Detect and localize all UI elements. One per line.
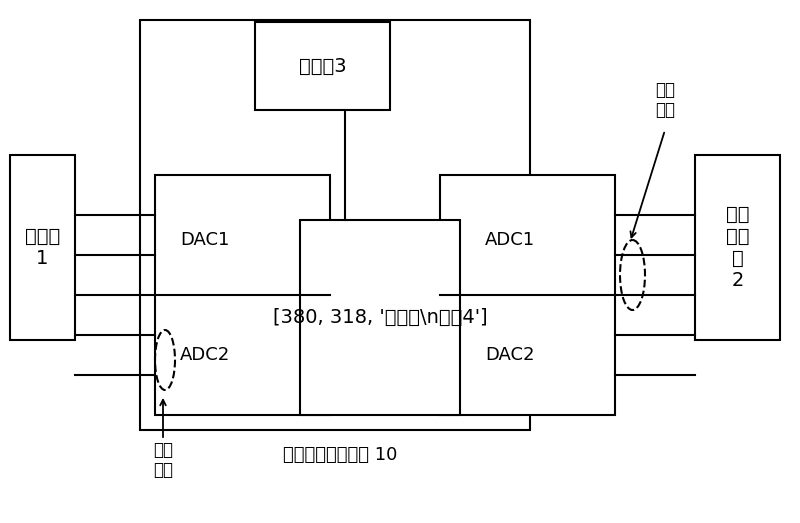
Bar bbox=[440, 175, 615, 415]
Bar bbox=[255, 22, 390, 110]
Text: [380, 318, '实时处\n理器4']: [380, 318, '实时处\n理器4'] bbox=[273, 308, 487, 327]
Bar bbox=[695, 155, 780, 340]
Bar bbox=[155, 175, 330, 415]
Text: DAC2: DAC2 bbox=[486, 346, 534, 364]
Text: ADC1: ADC1 bbox=[485, 231, 535, 249]
Text: 上位机3: 上位机3 bbox=[298, 56, 346, 75]
Bar bbox=[300, 220, 460, 415]
Text: 反馈
信号: 反馈 信号 bbox=[153, 440, 173, 480]
Text: 飞控
计算
机
2: 飞控 计算 机 2 bbox=[726, 205, 750, 290]
Text: 传感器
1: 传感器 1 bbox=[25, 227, 60, 268]
Bar bbox=[10, 155, 75, 340]
Text: 激励
信号: 激励 信号 bbox=[655, 81, 675, 119]
Text: DAC1: DAC1 bbox=[180, 231, 230, 249]
Text: ADC2: ADC2 bbox=[180, 346, 230, 364]
Bar bbox=[140, 20, 530, 430]
Text: 信号测试仿真装置 10: 信号测试仿真装置 10 bbox=[283, 446, 397, 464]
